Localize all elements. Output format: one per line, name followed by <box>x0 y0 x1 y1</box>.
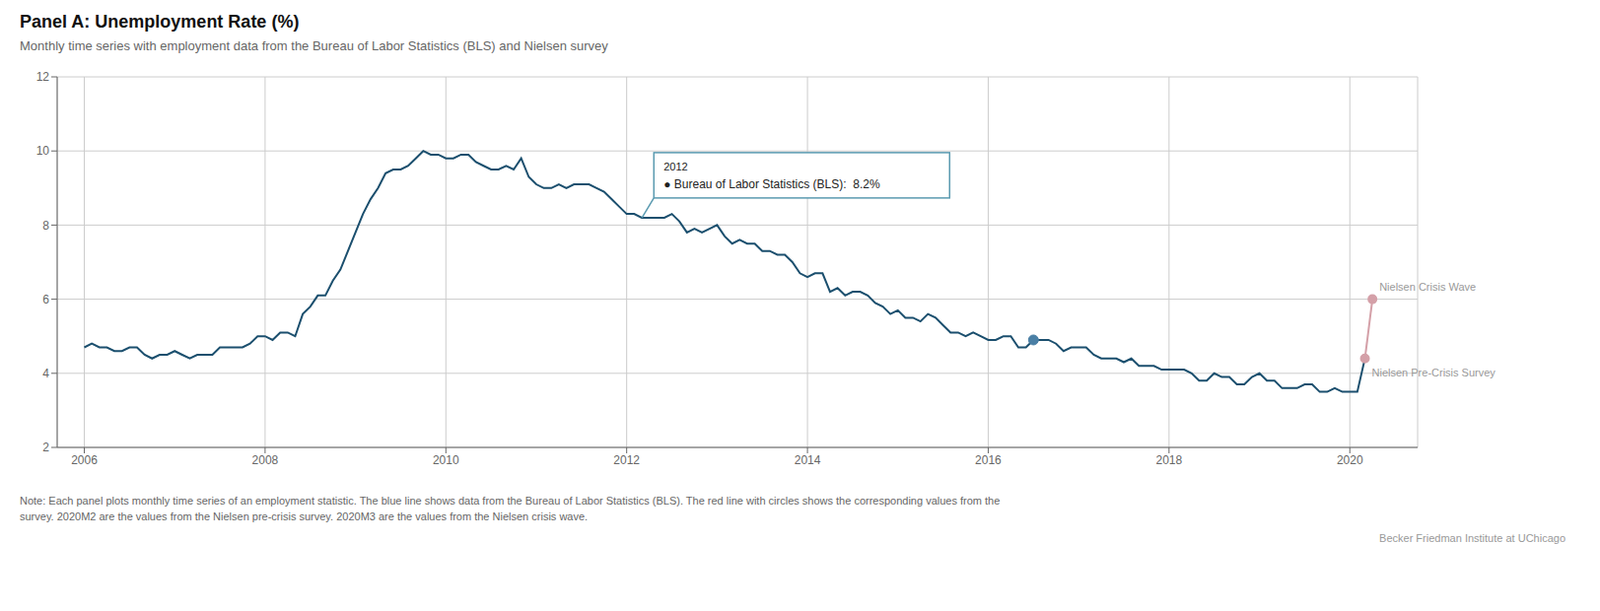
html-text:Monthly time series with emplo: Monthly time series with employment data… <box>19 38 609 54</box>
svg-text:2014: 2014 <box>794 453 822 468</box>
svg-text:10: 10 <box>36 143 51 158</box>
svg-text:4: 4 <box>42 366 50 381</box>
svg-text:Nielsen Crisis Wave: Nielsen Crisis Wave <box>1379 280 1476 293</box>
html-text:Becker Friedman Institute at U: Becker Friedman Institute at UChicago <box>1379 532 1566 545</box>
svg-text:12: 12 <box>36 69 51 84</box>
svg-text:6: 6 <box>42 292 50 307</box>
svg-text:8: 8 <box>42 218 50 233</box>
svg-text:● Bureau of Labor Statistics (: ● Bureau of Labor Statistics (BLS): 8.2% <box>663 177 881 192</box>
svg-text:2012: 2012 <box>613 453 640 468</box>
svg-text:2: 2 <box>42 440 50 455</box>
svg-text:2006: 2006 <box>70 453 98 468</box>
svg-text:2010: 2010 <box>432 453 460 468</box>
svg-text:2018: 2018 <box>1155 453 1183 468</box>
svg-text:2012: 2012 <box>663 160 688 173</box>
svg-text:2020: 2020 <box>1336 453 1364 468</box>
html-text:Note: Each panel plots monthly: Note: Each panel plots monthly time seri… <box>19 494 1001 507</box>
svg-text:Nielsen Pre-Crisis Survey: Nielsen Pre-Crisis Survey <box>1372 366 1497 379</box>
html-text:Panel A: Unemployment Rate (%): Panel A: Unemployment Rate (%) <box>19 11 300 32</box>
svg-text:2008: 2008 <box>252 453 279 468</box>
svg-text:2016: 2016 <box>974 453 1002 468</box>
html-text:survey. 2020M2 are the values: survey. 2020M2 are the values from the N… <box>19 510 588 523</box>
